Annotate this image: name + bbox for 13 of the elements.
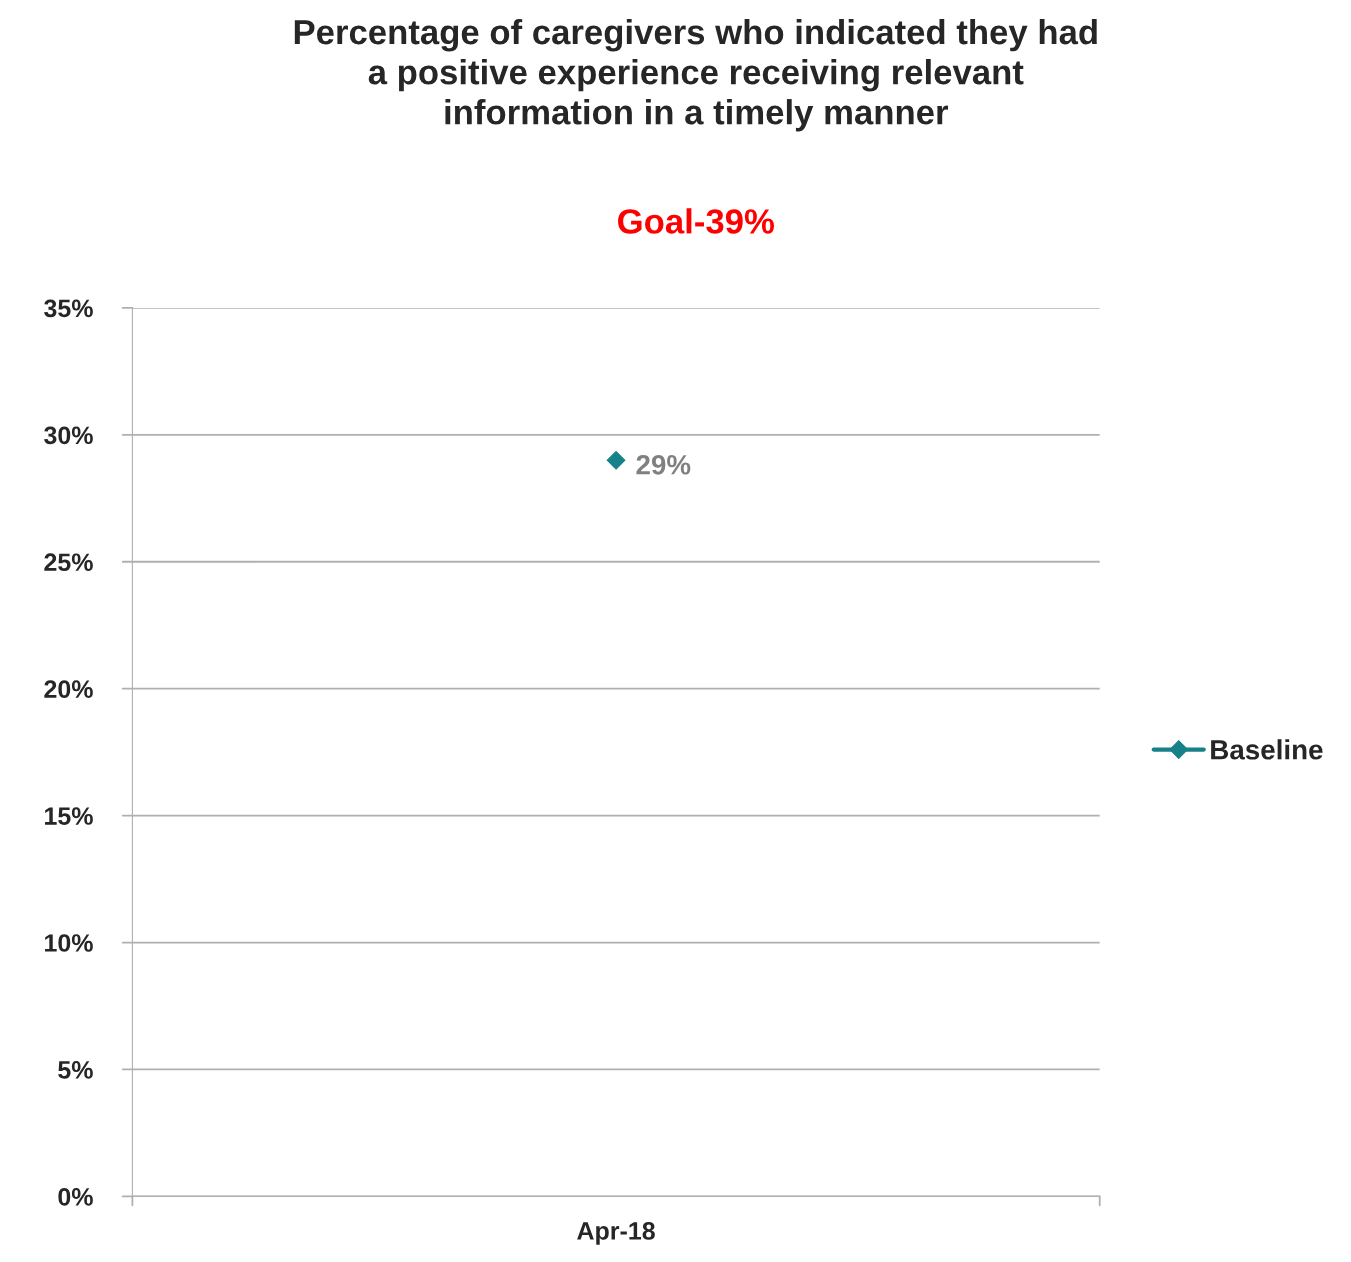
- y-tick-label: 25%: [44, 553, 93, 572]
- y-tick-label: 10%: [45, 934, 93, 952]
- x-tick-label: Apr-18: [577, 1222, 655, 1245]
- y-tick-label: 30%: [44, 426, 93, 445]
- data-label: 29%: [636, 454, 691, 475]
- y-tick-label: 5%: [58, 1061, 93, 1079]
- chart-subtitle: Goal-39%: [618, 208, 774, 234]
- y-tick-label: 15%: [45, 807, 93, 825]
- legend-label: Baseline: [1211, 739, 1323, 760]
- chart-title: Percentage of caregivers who indicated they had a positive experience receiving relevant information in a timely manner: [294, 18, 1097, 132]
- y-tick-label: 35%: [44, 299, 93, 318]
- y-tick-label: 20%: [44, 680, 93, 698]
- y-tick-label: 0%: [58, 1187, 93, 1206]
